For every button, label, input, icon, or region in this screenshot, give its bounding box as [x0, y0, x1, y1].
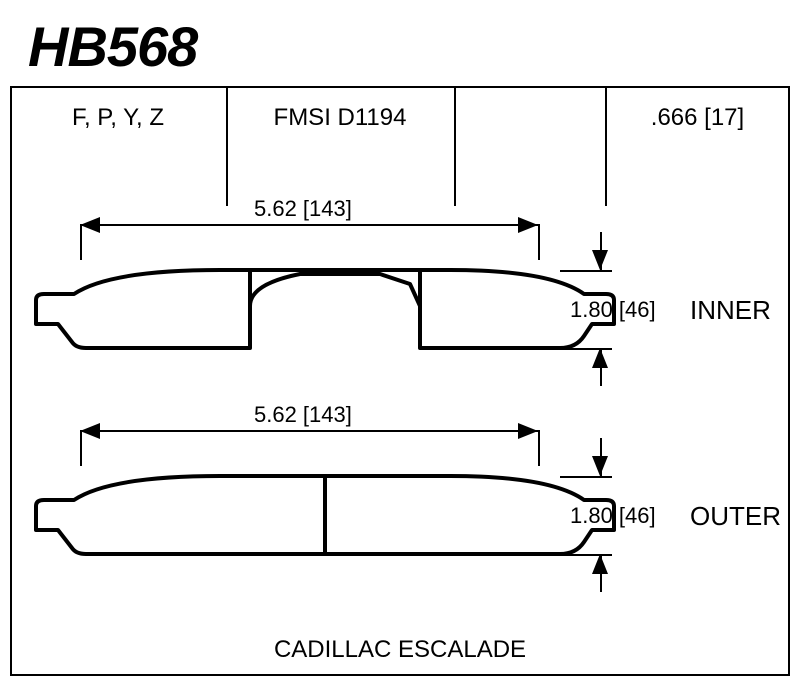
inner-label: INNER: [690, 295, 771, 326]
dim-line: [80, 224, 538, 226]
thickness-dim: .666 [17]: [605, 104, 790, 132]
header-div-2: [454, 86, 456, 206]
arrow-right-icon: [518, 217, 538, 233]
frame: [10, 86, 790, 676]
ext-line: [538, 430, 540, 466]
dim-line: [600, 438, 602, 476]
spec-sheet: HB568 F, P, Y, Z FMSI D1194 .666 [17] 5.…: [0, 0, 800, 691]
inner-height-dim: 1.80 [46]: [570, 297, 656, 323]
arrow-left-icon: [80, 423, 100, 439]
fmsi-code: FMSI D1194: [226, 104, 454, 132]
outer-pad-drawing: [30, 470, 620, 560]
dim-line: [600, 554, 602, 592]
dim-line: [80, 430, 538, 432]
part-number: HB568: [28, 14, 197, 79]
outer-height-dim: 1.80 [46]: [570, 503, 656, 529]
ext-line: [560, 270, 612, 272]
ext-line: [80, 224, 82, 260]
inner-width-dim: 5.62 [143]: [254, 196, 352, 222]
ext-line: [80, 430, 82, 466]
vehicle-label: CADILLAC ESCALADE: [0, 636, 800, 664]
inner-pad-drawing: [30, 264, 620, 354]
arrow-right-icon: [518, 423, 538, 439]
ext-line: [560, 476, 612, 478]
outer-label: OUTER: [690, 501, 781, 532]
outer-width-dim: 5.62 [143]: [254, 402, 352, 428]
dim-line: [600, 232, 602, 270]
ext-line: [538, 224, 540, 260]
dim-line: [600, 348, 602, 386]
arrow-left-icon: [80, 217, 100, 233]
compound-codes: F, P, Y, Z: [10, 104, 226, 132]
